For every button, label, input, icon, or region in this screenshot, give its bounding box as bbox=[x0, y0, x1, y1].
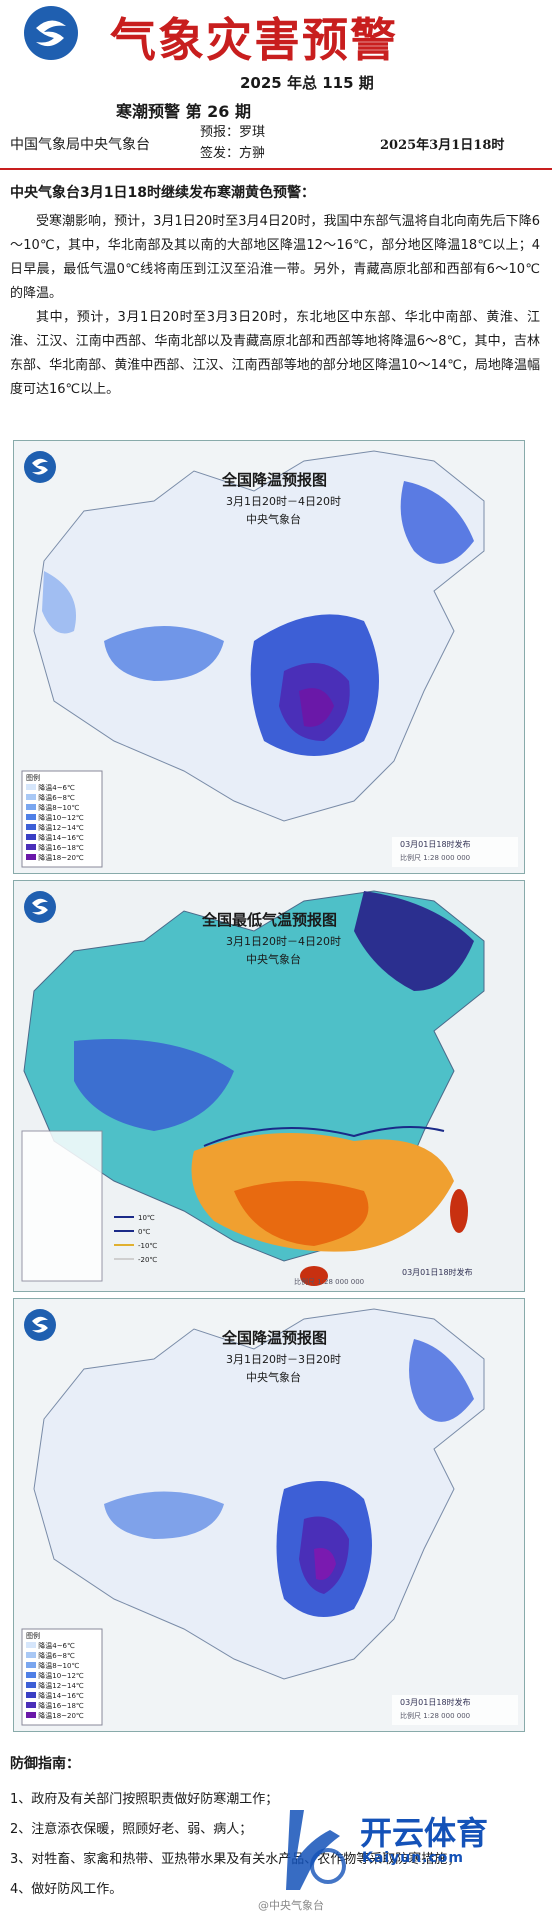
defense-item: 1、政府及有关部门按照职责做好防寒潮工作； bbox=[10, 1792, 279, 1807]
paragraph-1: 受寒潮影响，预计，3月1日20时至3月4日20时，我国中东部气温将自北向南先后下… bbox=[10, 214, 540, 301]
issuing-org: 中国气象局中央气象台 bbox=[10, 137, 150, 153]
map-3-legend: 图例 降温4~6℃ 降温6~8℃ 降温8~10℃ 降温10~12℃ 降温12~1… bbox=[26, 1631, 98, 1721]
map-3-subtitle: 3月1日20时－3日20时 bbox=[226, 1353, 341, 1366]
map-3-agency: 中央气象台 bbox=[246, 1371, 301, 1384]
defense-item: 2、注意添衣保暖，照顾好老、弱、病人； bbox=[10, 1822, 253, 1837]
legend-item: 10℃ bbox=[138, 1214, 155, 1222]
issue-datetime: 2025年3月1日18时 bbox=[380, 138, 505, 153]
weibo-handle: @中央气象台 bbox=[258, 1899, 324, 1912]
page-title: 气象灾害预警 bbox=[110, 13, 398, 67]
legend-item: 降温8~10℃ bbox=[26, 803, 98, 813]
map-3-stamp: 03月01日18时发布 bbox=[400, 1698, 471, 1707]
legend-item: 降温10~12℃ bbox=[26, 813, 98, 823]
defense-guide-title: 防御指南： bbox=[10, 1756, 80, 1772]
map-1-legend: 图例 降温4~6℃ 降温6~8℃ 降温8~10℃ 降温10~12℃ 降温12~1… bbox=[26, 773, 98, 863]
legend-item: 降温16~18℃ bbox=[26, 1701, 98, 1711]
map-2-stamp: 03月01日18时发布 bbox=[402, 1268, 473, 1277]
forecaster-label: 预报： bbox=[200, 125, 240, 140]
legend-item: 降温16~18℃ bbox=[26, 843, 98, 853]
legend-item: 降温12~14℃ bbox=[26, 823, 98, 833]
warning-number: 寒潮预警 第 26 期 bbox=[116, 102, 251, 121]
legend-item: -10℃ bbox=[138, 1242, 158, 1250]
forecaster-block: 预报：罗琪 签发：方翀 bbox=[200, 122, 265, 164]
legend-item: 降温14~16℃ bbox=[26, 833, 98, 843]
forecaster-name: 罗琪 bbox=[239, 125, 266, 140]
defense-item: 4、做好防风工作。 bbox=[10, 1882, 123, 1897]
header-divider bbox=[0, 168, 552, 170]
map-1-subtitle: 3月1日20时－4日20时 bbox=[226, 495, 341, 508]
map-temperature-drop-2day: 全国降温预报图 3月1日20时－3日20时 中央气象台 图例 降温4~6℃ 降温… bbox=[13, 1298, 525, 1732]
watermark-brand-en: Kaiyun.com bbox=[362, 1850, 464, 1866]
legend-item: 降温6~8℃ bbox=[26, 1651, 98, 1661]
map-2-scale: 比例尺 1:28 000 000 bbox=[294, 1278, 365, 1286]
map-1-agency: 中央气象台 bbox=[246, 513, 301, 526]
reviewer-name: 方翀 bbox=[239, 146, 266, 161]
paragraph-2: 其中，预计，3月1日20时至3月3日20时，东北地区中东部、华北中南部、黄淮、江… bbox=[10, 310, 540, 397]
legend-item: 降温8~10℃ bbox=[26, 1661, 98, 1671]
reviewer-label: 签发： bbox=[200, 146, 240, 161]
legend-title: 图例 bbox=[26, 774, 40, 782]
map-1-title: 全国降温预报图 bbox=[222, 471, 328, 489]
legend-item: 降温4~6℃ bbox=[26, 783, 98, 793]
issue-number: 2025 年总 115 期 bbox=[240, 74, 374, 92]
map-min-temperature: 全国最低气温预报图 3月1日20时－4日20时 中央气象台 10℃ 0℃ -10… bbox=[13, 880, 525, 1292]
defense-item: 3、对牲畜、家禽和热带、亚热带水果及有关水产品、农作物等采取防寒措施； bbox=[10, 1852, 461, 1867]
warning-heading: 中央气象台3月1日18时继续发布寒潮黄色预警： bbox=[10, 185, 315, 201]
legend-item: 降温14~16℃ bbox=[26, 1691, 98, 1701]
map-temperature-drop-4day: 全国降温预报图 3月1日20时－4日20时 中央气象台 图例 降温4~6℃ 降温… bbox=[13, 440, 525, 874]
map-1-stamp: 03月01日18时发布 bbox=[400, 840, 471, 849]
map-2-legend-lines: 10℃ 0℃ -10℃ -20℃ bbox=[138, 1211, 157, 1267]
legend-item: 降温12~14℃ bbox=[26, 1681, 98, 1691]
map-1-scale: 比例尺 1:28 000 000 bbox=[400, 854, 471, 862]
map-2-agency: 中央气象台 bbox=[246, 953, 301, 966]
map-3-scale: 比例尺 1:28 000 000 bbox=[400, 1712, 471, 1720]
map-2-title: 全国最低气温预报图 bbox=[202, 911, 338, 929]
legend-item: 降温18~20℃ bbox=[26, 853, 98, 863]
legend-item: 降温18~20℃ bbox=[26, 1711, 98, 1721]
legend-item: 0℃ bbox=[138, 1228, 151, 1236]
legend-item: -20℃ bbox=[138, 1256, 158, 1264]
legend-item: 降温10~12℃ bbox=[26, 1671, 98, 1681]
kaiyun-logo-icon bbox=[286, 1810, 346, 1890]
legend-title: 图例 bbox=[26, 1632, 40, 1640]
map-2-subtitle: 3月1日20时－4日20时 bbox=[226, 935, 341, 948]
map-3-title: 全国降温预报图 bbox=[222, 1329, 328, 1347]
legend-item: 降温4~6℃ bbox=[26, 1641, 98, 1651]
cma-logo-icon bbox=[24, 6, 78, 60]
legend-item: 降温6~8℃ bbox=[26, 793, 98, 803]
watermark-brand: 开云体育 bbox=[360, 1814, 489, 1852]
